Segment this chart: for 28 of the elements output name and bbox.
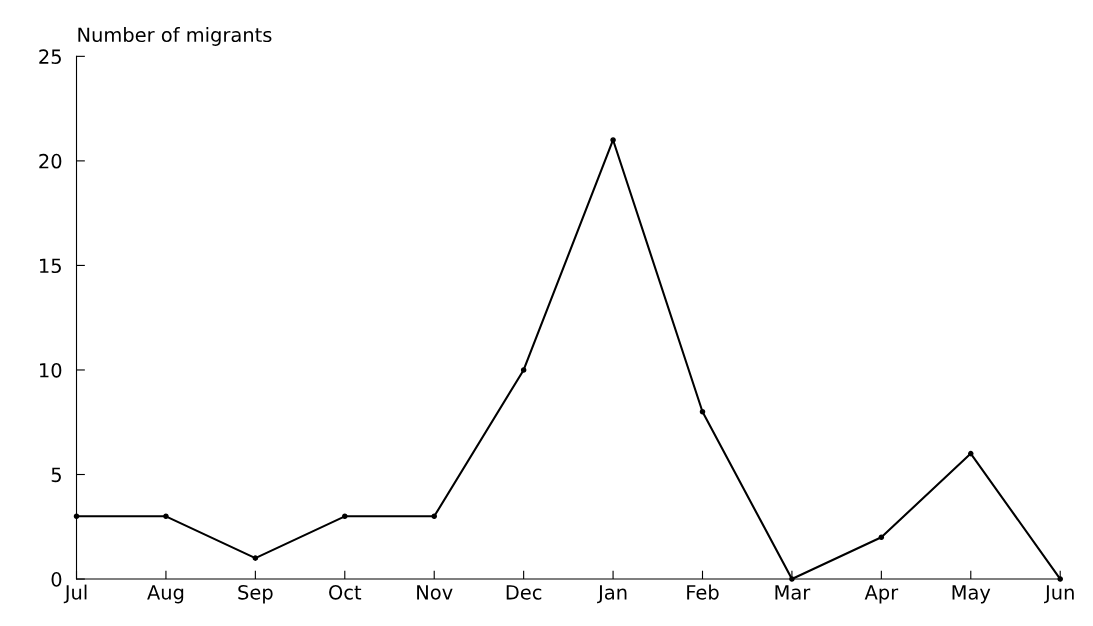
x-tick-label: May [952,585,991,604]
x-tick-label: Jan [597,585,627,604]
y-tick-label: 0 [51,572,62,587]
x-tick-label: Oct [329,584,362,600]
point [431,513,437,520]
x-tick-label: Sep [238,584,273,604]
x-tick-label: Jul [63,584,87,604]
x-tick-label: Dec [506,585,542,600]
point [878,534,885,541]
x-tick-label: Feb [687,584,719,600]
x-tick-label: Jun [1044,585,1074,604]
x-tick-label: Apr [864,585,899,604]
y-axis-title: Number of migrants [78,27,272,46]
x-tick-label: Nov [417,585,453,600]
x-tick-label: Mar [775,585,811,600]
x-tick-label: Aug [147,585,184,604]
point [520,367,527,373]
point [342,513,348,520]
point [163,513,169,520]
y-tick-label: 5 [51,467,61,483]
point [699,409,706,415]
y-tick-label: 15 [40,258,61,274]
y-tick-label: 25 [39,49,61,64]
y-tick-label: 10 [40,362,62,378]
point [968,450,974,457]
y-tick-label: 20 [39,153,62,169]
point [610,137,616,143]
point [252,555,259,561]
